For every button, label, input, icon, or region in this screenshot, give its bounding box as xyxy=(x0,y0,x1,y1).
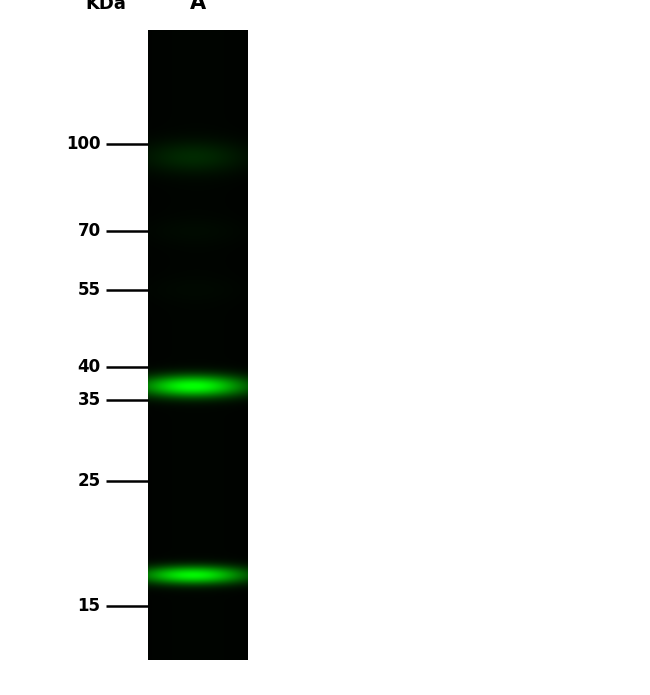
Text: 40: 40 xyxy=(77,358,101,376)
Text: 35: 35 xyxy=(77,391,101,409)
Text: 70: 70 xyxy=(77,222,101,240)
Text: 15: 15 xyxy=(77,597,101,614)
Text: 100: 100 xyxy=(66,136,101,154)
Text: 55: 55 xyxy=(77,281,101,299)
Text: 25: 25 xyxy=(77,473,101,491)
Text: A: A xyxy=(190,0,206,13)
Bar xyxy=(148,30,248,660)
Text: KDa: KDa xyxy=(85,0,126,13)
